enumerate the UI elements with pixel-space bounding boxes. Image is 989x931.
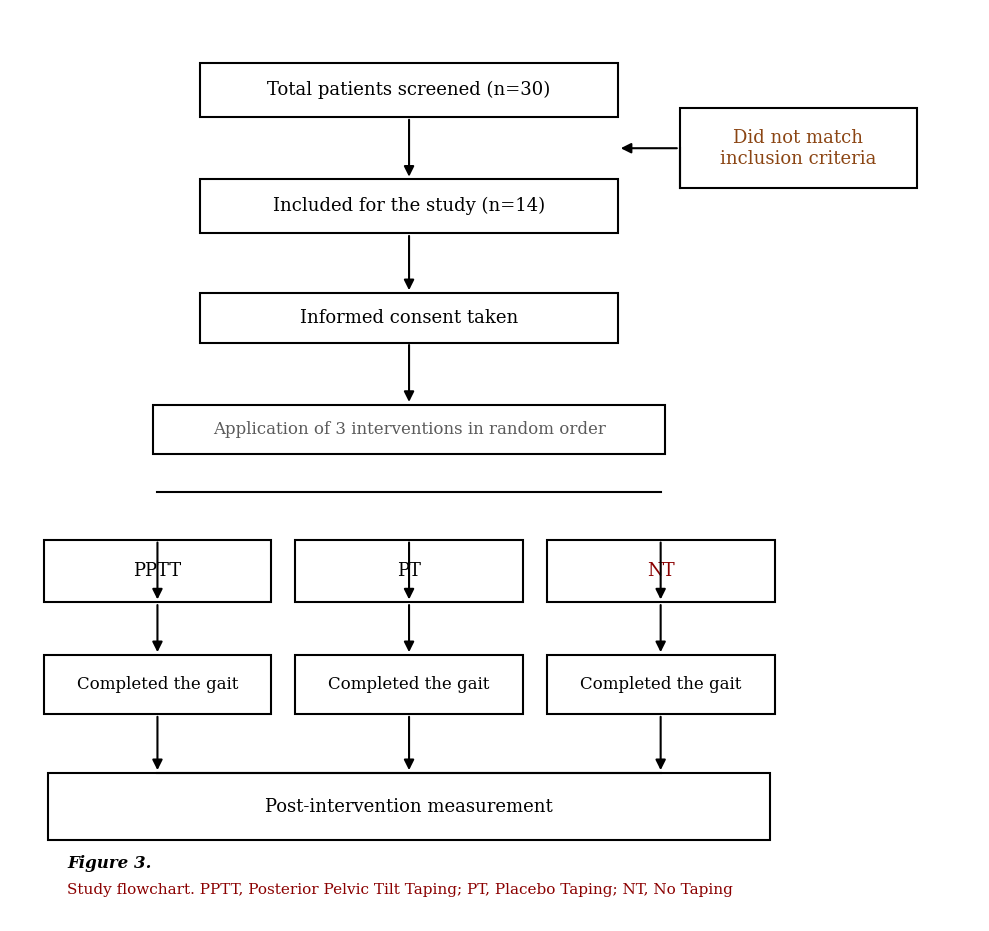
FancyBboxPatch shape — [48, 774, 769, 841]
Text: Completed the gait: Completed the gait — [77, 676, 238, 693]
Text: Did not match
inclusion criteria: Did not match inclusion criteria — [720, 128, 876, 168]
FancyBboxPatch shape — [200, 63, 618, 117]
Text: Figure 3.: Figure 3. — [67, 855, 151, 871]
Text: Total patients screened (n=30): Total patients screened (n=30) — [267, 81, 551, 100]
FancyBboxPatch shape — [295, 655, 523, 713]
FancyBboxPatch shape — [152, 405, 666, 454]
FancyBboxPatch shape — [44, 540, 271, 602]
FancyBboxPatch shape — [295, 540, 523, 602]
FancyBboxPatch shape — [679, 108, 917, 188]
FancyBboxPatch shape — [200, 293, 618, 343]
Text: Application of 3 interventions in random order: Application of 3 interventions in random… — [213, 421, 605, 439]
Text: Post-intervention measurement: Post-intervention measurement — [265, 798, 553, 816]
Text: Study flowchart. PPTT, Posterior Pelvic Tilt Taping; PT, Placebo Taping; NT, No : Study flowchart. PPTT, Posterior Pelvic … — [67, 883, 733, 897]
Text: Informed consent taken: Informed consent taken — [300, 309, 518, 327]
FancyBboxPatch shape — [547, 655, 774, 713]
Text: Completed the gait: Completed the gait — [580, 676, 742, 693]
FancyBboxPatch shape — [200, 180, 618, 233]
Text: NT: NT — [647, 562, 674, 580]
FancyBboxPatch shape — [44, 655, 271, 713]
Text: PPTT: PPTT — [134, 562, 182, 580]
FancyBboxPatch shape — [547, 540, 774, 602]
Text: Completed the gait: Completed the gait — [328, 676, 490, 693]
Text: PT: PT — [398, 562, 421, 580]
Text: Included for the study (n=14): Included for the study (n=14) — [273, 197, 545, 215]
